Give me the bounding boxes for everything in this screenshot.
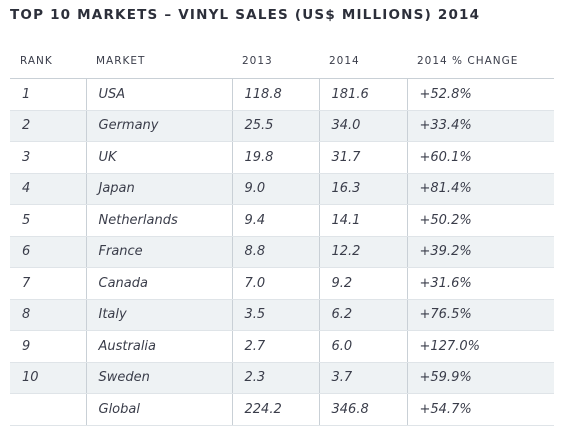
header-row: RANK MARKET 2013 2014 2014 % CHANGE <box>10 44 554 79</box>
cell-change: +76.5% <box>406 299 554 331</box>
cell-market: France <box>85 236 232 268</box>
cell-2014: 12.2 <box>318 236 407 268</box>
table-title: TOP 10 MARKETS – VINYL SALES (US$ MILLIO… <box>10 7 481 23</box>
cell-change: +50.2% <box>406 204 554 237</box>
cell-market: Germany <box>85 110 232 142</box>
cell-rank <box>10 393 86 426</box>
cell-rank: 6 <box>10 236 86 268</box>
cell-change: +81.4% <box>406 173 554 205</box>
cell-2014: 16.3 <box>318 173 407 205</box>
table-row: 7 Canada 7.0 9.2 +31.6% <box>10 267 554 300</box>
table-row: 8 Italy 3.5 6.2 +76.5% <box>10 299 554 331</box>
cell-rank: 3 <box>10 141 86 174</box>
table-body: 1 USA 118.8 181.6 +52.8% 2 Germany 25.5 34.0 +33.… <box>10 78 554 426</box>
table-row: 3 UK 19.8 31.7 +60.1% <box>10 141 554 174</box>
cell-change: +52.8% <box>406 78 554 111</box>
cell-2014: 14.1 <box>318 204 407 237</box>
header-2013: 2013 <box>232 44 319 79</box>
cell-2013: 8.8 <box>231 236 319 268</box>
table-row: 10 Sweden 2.3 3.7 +59.9% <box>10 362 554 394</box>
cell-rank: 7 <box>10 267 86 300</box>
cell-2014: 6.0 <box>318 330 407 363</box>
cell-2013: 3.5 <box>231 299 319 331</box>
header-change: 2014 % CHANGE <box>407 44 554 79</box>
cell-market: UK <box>85 141 232 174</box>
cell-market: USA <box>85 78 232 111</box>
cell-2013: 2.7 <box>231 330 319 363</box>
cell-change: +54.7% <box>406 393 554 426</box>
cell-market: Canada <box>85 267 232 300</box>
header-rank: RANK <box>10 44 86 79</box>
cell-market: Netherlands <box>85 204 232 237</box>
cell-market: Sweden <box>85 362 232 394</box>
cell-2013: 118.8 <box>231 78 319 111</box>
table-row: 6 France 8.8 12.2 +39.2% <box>10 236 554 268</box>
cell-rank: 2 <box>10 110 86 142</box>
cell-change: +60.1% <box>406 141 554 174</box>
table-row: Global 224.2 346.8 +54.7% <box>10 393 554 426</box>
cell-2013: 7.0 <box>231 267 319 300</box>
cell-2014: 34.0 <box>318 110 407 142</box>
cell-2013: 25.5 <box>231 110 319 142</box>
cell-market: Japan <box>85 173 232 205</box>
cell-2013: 9.4 <box>231 204 319 237</box>
cell-change: +39.2% <box>406 236 554 268</box>
cell-change: +31.6% <box>406 267 554 300</box>
cell-market: Italy <box>85 299 232 331</box>
table-row: 4 Japan 9.0 16.3 +81.4% <box>10 173 554 205</box>
cell-2013: 2.3 <box>231 362 319 394</box>
cell-rank: 10 <box>10 362 86 394</box>
cell-2014: 3.7 <box>318 362 407 394</box>
cell-2013: 224.2 <box>231 393 319 426</box>
cell-rank: 9 <box>10 330 86 363</box>
cell-2014: 9.2 <box>318 267 407 300</box>
cell-2014: 346.8 <box>318 393 407 426</box>
cell-2014: 31.7 <box>318 141 407 174</box>
cell-market: Global <box>85 393 232 426</box>
cell-rank: 5 <box>10 204 86 237</box>
vinyl-sales-table: RANK MARKET 2013 2014 2014 % CHANGE 1 USA… <box>10 44 554 426</box>
cell-2013: 19.8 <box>231 141 319 174</box>
cell-market: Australia <box>85 330 232 363</box>
cell-2014: 6.2 <box>318 299 407 331</box>
cell-change: +33.4% <box>406 110 554 142</box>
cell-change: +127.0% <box>406 330 554 363</box>
table-row: 1 USA 118.8 181.6 +52.8% <box>10 78 554 111</box>
cell-change: +59.9% <box>406 362 554 394</box>
cell-2014: 181.6 <box>318 78 407 111</box>
header-market: MARKET <box>86 44 232 79</box>
header-2014: 2014 <box>319 44 407 79</box>
cell-2013: 9.0 <box>231 173 319 205</box>
cell-rank: 1 <box>10 78 86 111</box>
table-row: 2 Germany 25.5 34.0 +33.4% <box>10 110 554 142</box>
cell-rank: 4 <box>10 173 86 205</box>
table-row: 9 Australia 2.7 6.0 +127.0% <box>10 330 554 363</box>
table-row: 5 Netherlands 9.4 14.1 +50.2% <box>10 204 554 237</box>
cell-rank: 8 <box>10 299 86 331</box>
